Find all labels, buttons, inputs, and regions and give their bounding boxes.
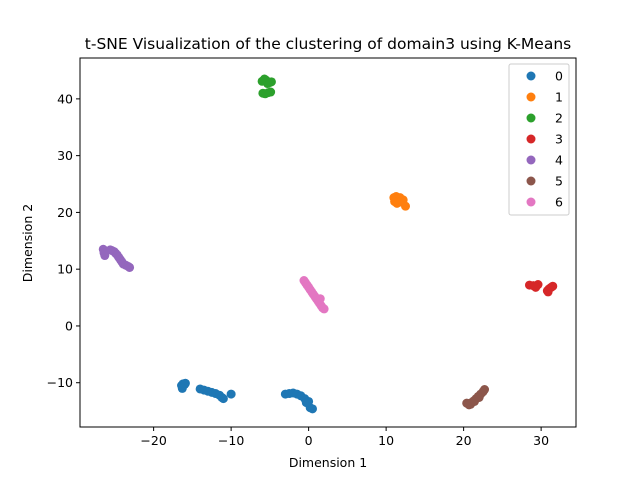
y-axis-label: Dimension 2 <box>20 204 35 282</box>
point-cluster-0 <box>218 394 228 404</box>
legend-marker-0 <box>526 71 536 81</box>
x-tick-label: 10 <box>378 433 394 448</box>
point-cluster-6 <box>315 294 325 304</box>
point-cluster-1 <box>401 201 410 211</box>
y-axis-ticks: −10 0 10 20 30 40 <box>47 91 80 390</box>
point-cluster-2 <box>266 87 276 97</box>
x-tick-label: 30 <box>533 433 549 448</box>
point-cluster-3 <box>543 287 553 297</box>
y-tick-label: 20 <box>57 205 73 220</box>
x-axis-ticks: −20 −10 0 10 20 30 <box>140 427 549 448</box>
legend-label-1: 1 <box>555 90 563 105</box>
point-cluster-0 <box>308 404 317 414</box>
legend-marker-2 <box>526 113 536 123</box>
y-tick-label: 10 <box>57 262 73 277</box>
legend-marker-1 <box>526 92 536 102</box>
y-tick-label: 0 <box>65 318 73 333</box>
point-cluster-0 <box>226 389 236 399</box>
point-cluster-4 <box>125 262 135 272</box>
point-cluster-4 <box>105 245 115 255</box>
legend-marker-6 <box>526 197 536 207</box>
legend-label-3: 3 <box>555 132 563 147</box>
x-axis-label: Dimension 1 <box>289 455 367 470</box>
legend-marker-5 <box>526 176 536 186</box>
chart-title: t-SNE Visualization of the clustering of… <box>85 35 571 53</box>
point-cluster-0 <box>301 398 311 408</box>
x-tick-label: 20 <box>456 433 472 448</box>
plot-frame <box>79 57 577 428</box>
point-cluster-0 <box>177 383 187 393</box>
legend: 0 1 2 3 4 5 6 <box>508 63 570 216</box>
point-cluster-2 <box>266 77 276 87</box>
point-cluster-1 <box>390 197 400 207</box>
legend-label-2: 2 <box>555 111 563 126</box>
data-points <box>98 74 558 414</box>
point-cluster-3 <box>530 281 540 291</box>
y-tick-label: 30 <box>57 148 73 163</box>
y-tick-label: 40 <box>57 91 73 106</box>
legend-label-0: 0 <box>555 69 563 84</box>
legend-label-6: 6 <box>555 195 563 210</box>
y-tick-label: −10 <box>47 375 73 390</box>
point-cluster-2 <box>258 88 268 98</box>
legend-marker-3 <box>526 134 536 144</box>
point-cluster-5 <box>480 385 490 395</box>
legend-marker-4 <box>526 155 536 165</box>
legend-box <box>508 63 570 216</box>
x-tick-label: 0 <box>305 433 313 448</box>
x-tick-label: −20 <box>140 433 166 448</box>
point-cluster-5 <box>474 392 484 402</box>
legend-label-4: 4 <box>555 153 563 168</box>
point-cluster-6 <box>319 304 329 314</box>
x-tick-label: −10 <box>218 433 244 448</box>
legend-label-5: 5 <box>555 174 563 189</box>
